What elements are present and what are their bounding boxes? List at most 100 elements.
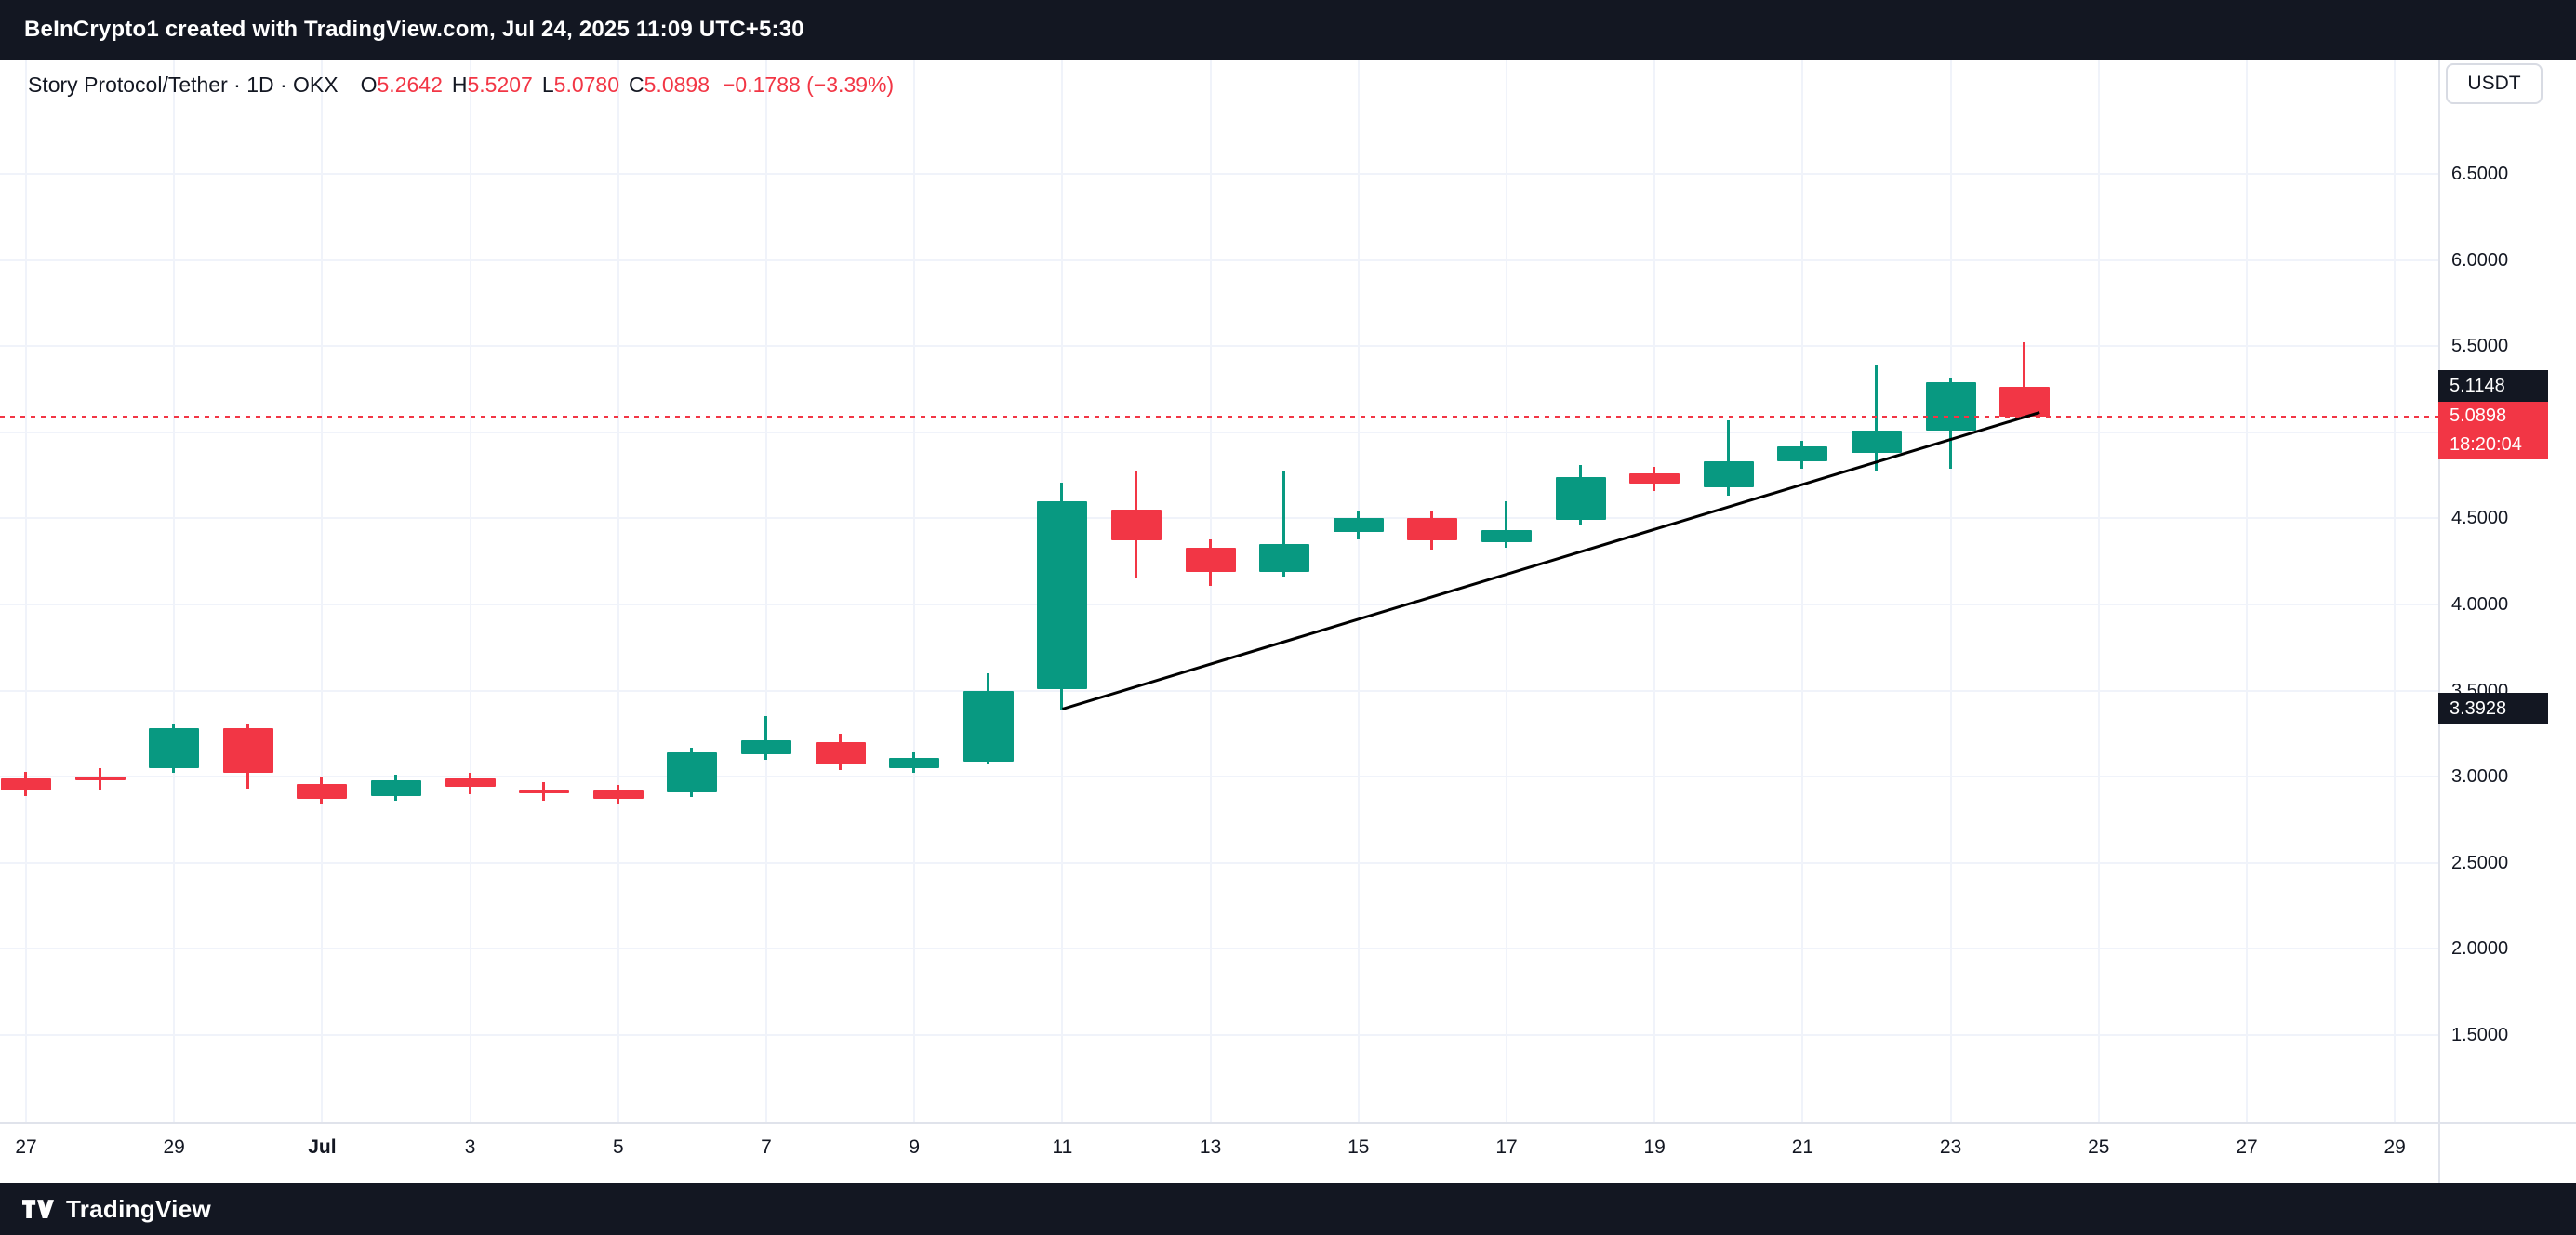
time-tick-label: 27 <box>2236 1136 2258 1158</box>
candle-body <box>1333 518 1384 533</box>
time-tick-label: 3 <box>464 1136 476 1158</box>
time-tick-label: 27 <box>15 1136 37 1158</box>
candle-body <box>1 778 51 790</box>
grid-line-vertical <box>1653 60 1656 1122</box>
price-tick-label: 4.0000 <box>2451 594 2509 615</box>
price-tick-label: 1.5000 <box>2451 1025 2509 1045</box>
time-tick-label: 29 <box>2383 1136 2406 1158</box>
time-tick-label: 15 <box>1348 1136 1370 1158</box>
grid-line-vertical <box>1801 60 1804 1122</box>
candle-wick <box>764 716 767 760</box>
candle-body <box>963 690 1014 762</box>
bar-countdown: 18:20:04 <box>2450 434 2522 456</box>
candle[interactable] <box>1185 538 1236 586</box>
last-price-line <box>0 416 2438 418</box>
grid-line-horizontal <box>0 259 2438 261</box>
time-tick-label: 13 <box>1199 1136 1222 1158</box>
candle[interactable] <box>297 777 348 804</box>
candle-body <box>1852 430 1902 453</box>
price-marker-badge: 3.3928 <box>2438 693 2548 725</box>
attribution-text: BeInCrypto1 created with TradingView.com… <box>24 17 804 42</box>
candle[interactable] <box>371 775 421 802</box>
candle[interactable] <box>592 785 644 804</box>
price-tick-label: 4.5000 <box>2451 508 2509 529</box>
candle[interactable] <box>1629 466 1680 491</box>
candle-body <box>1555 476 1606 521</box>
candle-body <box>1259 544 1310 572</box>
candle[interactable] <box>1259 470 1310 578</box>
time-tick-label: 29 <box>163 1136 185 1158</box>
tradingview-wordmark[interactable]: TradingView <box>66 1194 211 1223</box>
candle[interactable] <box>74 767 126 790</box>
time-tick-label: 9 <box>909 1136 921 1158</box>
candle-body <box>1111 510 1162 541</box>
grid-line-horizontal <box>0 776 2438 778</box>
candle[interactable] <box>667 747 718 798</box>
open-label: O <box>360 73 378 97</box>
candle-body <box>1037 500 1088 689</box>
grid-line-vertical <box>617 60 619 1122</box>
time-tick-label: 5 <box>612 1136 624 1158</box>
candle-body <box>1407 518 1458 541</box>
symbol-legend: Story Protocol/Tether · 1D · OKX O5.2642 H… <box>28 73 894 98</box>
symbol-title[interactable]: Story Protocol/Tether · 1D · OKX <box>28 73 339 97</box>
candle[interactable] <box>889 752 940 774</box>
candle[interactable] <box>1 771 51 796</box>
candle-body <box>815 742 866 765</box>
candle[interactable] <box>1999 342 2051 419</box>
low-label: L <box>541 73 554 97</box>
currency-toggle-button[interactable]: USDT <box>2446 63 2543 104</box>
high-label: H <box>451 73 468 97</box>
candle-body <box>741 740 791 755</box>
candle[interactable] <box>445 773 496 794</box>
candle[interactable] <box>1925 377 1976 469</box>
candle[interactable] <box>1777 441 1828 469</box>
last-price-value: 5.0898 <box>2450 405 2507 427</box>
candle[interactable] <box>149 723 200 774</box>
candle[interactable] <box>222 723 273 790</box>
time-tick-label: 25 <box>2088 1136 2110 1158</box>
candle[interactable] <box>519 781 570 802</box>
candle[interactable] <box>1407 511 1458 550</box>
candle-body <box>445 778 496 788</box>
price-marker-badge: 5.1148 <box>2438 370 2548 403</box>
close-value: 5.0898 <box>644 73 710 97</box>
candle-body <box>1185 547 1236 572</box>
candle[interactable] <box>741 716 791 760</box>
chart-plot[interactable]: Story Protocol/Tether · 1D · OKX O5.2642 H… <box>0 60 2576 1183</box>
candle[interactable] <box>1037 482 1088 710</box>
candle[interactable] <box>1333 511 1384 539</box>
grid-line-vertical <box>765 60 767 1122</box>
grid-line-horizontal <box>0 948 2438 950</box>
candle-body <box>222 728 273 774</box>
candle-body <box>1999 386 2051 418</box>
grid-line-vertical <box>913 60 916 1122</box>
time-axis[interactable] <box>0 1124 2576 1183</box>
tradingview-logo-icon[interactable] <box>22 1197 54 1222</box>
candle[interactable] <box>1703 419 1754 497</box>
candle[interactable] <box>963 673 1014 765</box>
candle-body <box>1777 445 1828 462</box>
time-tick-label: 19 <box>1643 1136 1666 1158</box>
grid-line-vertical <box>469 60 471 1122</box>
candle[interactable] <box>1481 500 1532 548</box>
candle[interactable] <box>1111 471 1162 579</box>
grid-line-vertical <box>321 60 324 1122</box>
trendline-overlay <box>1061 411 2040 710</box>
price-tick-label: 2.0000 <box>2451 938 2509 960</box>
grid-line-horizontal <box>0 689 2438 692</box>
grid-line-vertical <box>1209 60 1212 1122</box>
time-tick-label: 11 <box>1052 1136 1073 1158</box>
grid-line-vertical <box>1506 60 1507 1122</box>
price-tick-label: 3.0000 <box>2451 766 2509 788</box>
price-axis[interactable] <box>2438 60 2576 1122</box>
candle-body <box>1481 530 1532 543</box>
candle-body <box>1703 461 1754 488</box>
candle[interactable] <box>815 733 866 770</box>
grid-line-vertical <box>173 60 176 1122</box>
candle-body <box>74 777 126 780</box>
candle[interactable] <box>1555 464 1606 525</box>
time-tick-label: Jul <box>308 1136 337 1158</box>
candle-body <box>297 783 348 800</box>
time-tick-label: 21 <box>1791 1136 1814 1158</box>
